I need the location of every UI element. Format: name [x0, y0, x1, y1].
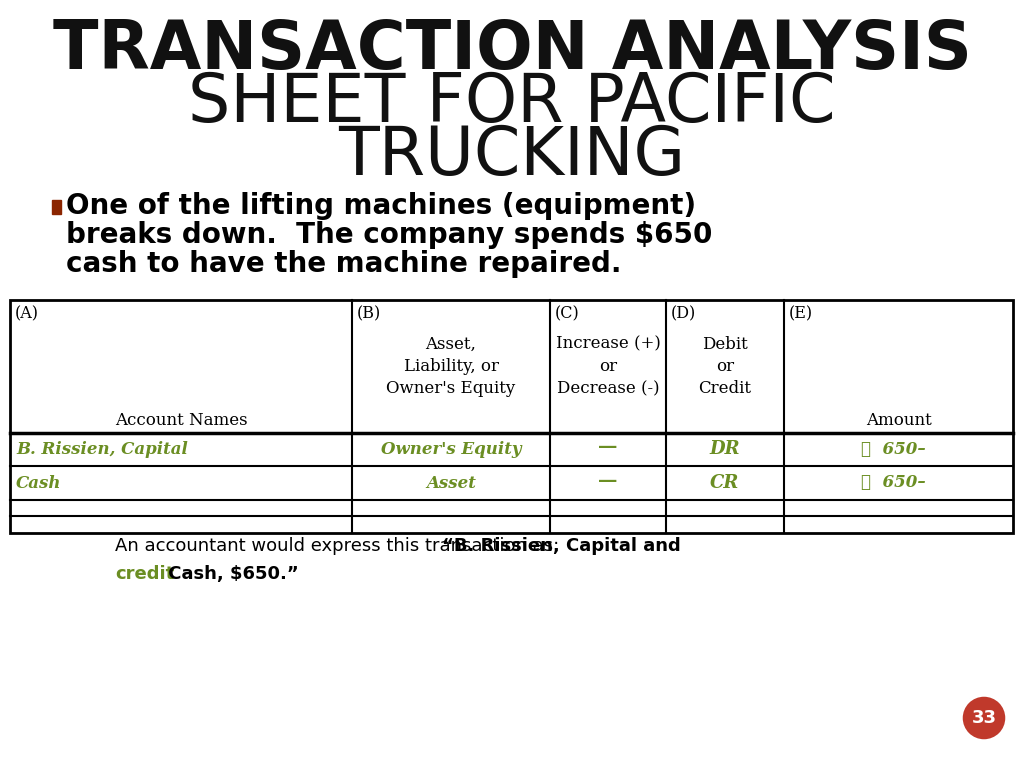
- Text: (E): (E): [790, 305, 813, 322]
- Text: Asset,
Liability, or
Owner's Equity: Asset, Liability, or Owner's Equity: [386, 336, 516, 397]
- Text: DR: DR: [710, 441, 740, 458]
- Text: B. Rissien, Capital: B. Rissien, Capital: [16, 441, 187, 458]
- Text: Cash: Cash: [16, 475, 61, 492]
- Text: SHEET FOR PACIFIC: SHEET FOR PACIFIC: [188, 70, 836, 136]
- Text: cash to have the machine repaired.: cash to have the machine repaired.: [66, 250, 622, 278]
- Text: TRANSACTION ANALYSIS: TRANSACTION ANALYSIS: [52, 17, 972, 83]
- Text: 33: 33: [972, 709, 996, 727]
- Bar: [52, 200, 61, 214]
- Text: —: —: [598, 439, 617, 456]
- Text: (A): (A): [15, 305, 39, 322]
- Text: Cash, $650.”: Cash, $650.”: [162, 565, 299, 583]
- Text: Owner's Equity: Owner's Equity: [381, 441, 521, 458]
- Text: Account Names: Account Names: [115, 412, 248, 429]
- Bar: [10, 300, 1013, 533]
- Text: (B): (B): [357, 305, 381, 322]
- Text: “B. Rissien, Capital and: “B. Rissien, Capital and: [442, 537, 681, 555]
- Text: Increase (+)
or
Decrease (-): Increase (+) or Decrease (-): [556, 336, 660, 397]
- Text: TRUCKING: TRUCKING: [339, 123, 685, 189]
- Text: credit: credit: [115, 565, 174, 583]
- Circle shape: [961, 695, 1007, 741]
- Text: One of the lifting machines (equipment): One of the lifting machines (equipment): [66, 192, 696, 220]
- Text: ⓖ  650–: ⓖ 650–: [861, 441, 926, 458]
- Text: Amount: Amount: [865, 412, 932, 429]
- Text: ⓖ  650–: ⓖ 650–: [861, 475, 926, 492]
- Text: (D): (D): [671, 305, 696, 322]
- Text: An accountant would express this transaction as:: An accountant would express this transac…: [115, 537, 570, 555]
- Text: (C): (C): [555, 305, 580, 322]
- Text: Asset: Asset: [426, 475, 476, 492]
- Text: Debit
or
Credit: Debit or Credit: [698, 336, 752, 397]
- Text: CR: CR: [711, 474, 739, 492]
- Text: —: —: [598, 472, 617, 490]
- Text: breaks down.  The company spends $650: breaks down. The company spends $650: [66, 221, 713, 249]
